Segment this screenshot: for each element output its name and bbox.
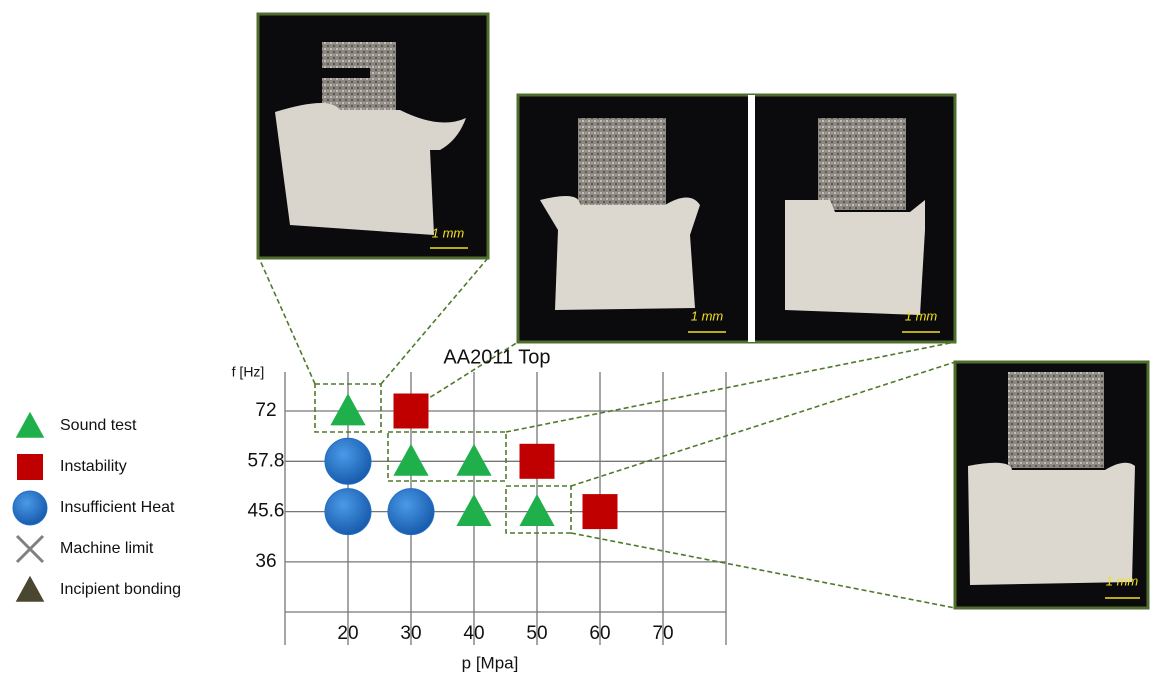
y-tick-label: 72 xyxy=(255,400,276,421)
marker-triangle xyxy=(393,444,428,476)
photo-panel: 1 mm 1 mm xyxy=(518,95,955,342)
marker-circle xyxy=(388,489,434,535)
marker-circle xyxy=(325,438,371,484)
x-tick-label: 60 xyxy=(589,623,610,644)
y-tick-label: 57.8 xyxy=(248,450,285,471)
marker-square xyxy=(17,454,43,480)
marker-square xyxy=(520,444,555,479)
x-tick-label: 30 xyxy=(400,623,421,644)
y-tick-label: 45.6 xyxy=(248,501,285,522)
scale-label: 1 mm xyxy=(432,225,465,240)
marker-triangle xyxy=(456,444,491,476)
scale-label: 1 mm xyxy=(691,308,724,323)
data-marks xyxy=(325,393,618,534)
plot-area: 20 30 40 50 60 70 72 57.8 45.6 36 xyxy=(248,372,726,645)
legend-label: Incipient bonding xyxy=(60,581,181,598)
scale-label: 1 mm xyxy=(1106,573,1139,588)
x-tick-label: 40 xyxy=(463,623,484,644)
x-tick-label: 70 xyxy=(652,623,673,644)
marker-circle xyxy=(13,491,47,525)
marker-square xyxy=(394,394,429,429)
x-tick-label: 20 xyxy=(337,623,358,644)
marker-square xyxy=(583,494,618,529)
figure: 1 mm 1 mm 1 mm 1 mm 20 30 40 50 60 70 72 57.8 45… xyxy=(0,0,1151,677)
marker-triangle xyxy=(456,494,491,526)
marker-triangle xyxy=(16,576,45,602)
legend-label: Sound test xyxy=(60,417,137,434)
marker-triangle xyxy=(16,412,45,438)
marker-cross xyxy=(17,536,43,562)
chart-title: AA2011 Top xyxy=(443,346,550,368)
legend-label: Machine limit xyxy=(60,540,154,557)
y-tick-label: 36 xyxy=(255,551,276,572)
legend: Sound test Instability Insufficient Heat Ma… xyxy=(13,412,181,602)
photo-panel: 1 mm xyxy=(955,362,1148,608)
legend-label: Instability xyxy=(60,458,127,475)
x-tick-label: 50 xyxy=(526,623,547,644)
photo-panel: 1 mm xyxy=(258,14,488,258)
legend-label: Insufficient Heat xyxy=(60,499,175,516)
marker-circle xyxy=(325,489,371,535)
scale-label: 1 mm xyxy=(905,308,938,323)
x-axis-label: p [Mpa] xyxy=(462,653,519,672)
y-axis-label: f [Hz] xyxy=(232,364,265,380)
marker-triangle xyxy=(519,494,554,526)
marker-triangle xyxy=(330,393,365,425)
